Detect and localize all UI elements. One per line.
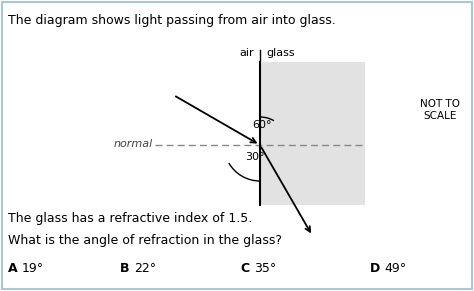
Text: D: D <box>370 262 380 275</box>
Text: 49°: 49° <box>384 262 406 275</box>
Text: A: A <box>8 262 18 275</box>
Text: normal: normal <box>114 139 153 149</box>
Text: The glass has a refractive index of 1.5.: The glass has a refractive index of 1.5. <box>8 212 252 225</box>
Text: What is the angle of refraction in the glass?: What is the angle of refraction in the g… <box>8 234 282 247</box>
Text: 22°: 22° <box>134 262 156 275</box>
Text: glass: glass <box>266 48 295 58</box>
Text: 35°: 35° <box>254 262 276 275</box>
Text: 30°: 30° <box>245 152 264 162</box>
Text: NOT TO
SCALE: NOT TO SCALE <box>420 99 460 121</box>
Text: C: C <box>240 262 249 275</box>
Bar <box>260 62 365 205</box>
Text: The diagram shows light passing from air into glass.: The diagram shows light passing from air… <box>8 14 336 27</box>
Text: B: B <box>120 262 129 275</box>
Text: 60°: 60° <box>252 120 272 130</box>
Text: air: air <box>239 48 254 58</box>
Text: 19°: 19° <box>22 262 44 275</box>
